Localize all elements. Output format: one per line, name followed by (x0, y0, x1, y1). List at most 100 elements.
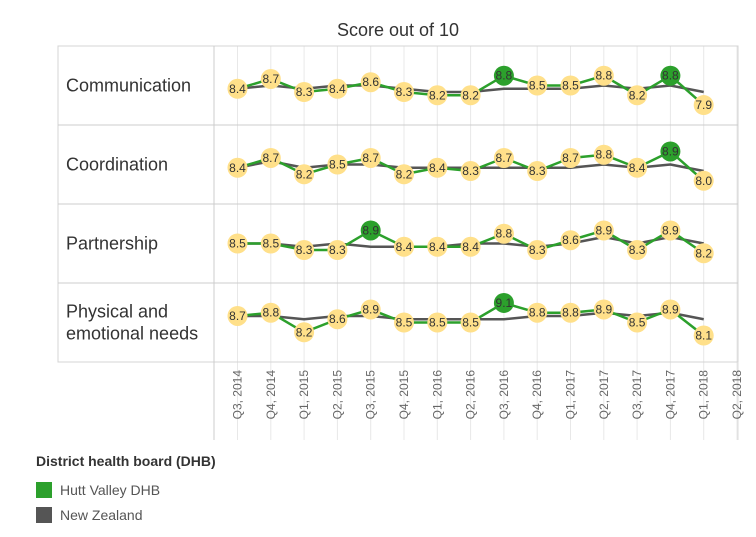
row-label: emotional needs (66, 324, 198, 344)
data-point[interactable] (360, 147, 381, 168)
data-point[interactable] (527, 161, 548, 182)
data-point[interactable] (593, 299, 614, 320)
data-label: 8.2 (296, 167, 313, 181)
data-label: 8.4 (429, 161, 446, 175)
x-tick-label: Q4, 2014 (264, 370, 278, 420)
data-point[interactable] (227, 305, 248, 326)
data-point[interactable] (394, 82, 414, 103)
data-point[interactable] (560, 147, 581, 168)
data-point[interactable] (593, 65, 614, 86)
data-label: 8.5 (462, 316, 479, 330)
data-point[interactable] (693, 243, 714, 264)
data-point[interactable] (460, 85, 481, 106)
data-point[interactable] (560, 75, 581, 96)
data-point[interactable] (627, 157, 648, 178)
row-label: Partnership (66, 234, 158, 254)
data-label: 8.1 (695, 329, 712, 343)
data-point[interactable] (527, 302, 548, 323)
row-label: Physical and (66, 302, 168, 322)
data-point[interactable] (427, 157, 448, 178)
data-point[interactable] (627, 85, 648, 106)
data-point[interactable] (260, 302, 281, 323)
data-label: 8.4 (396, 240, 413, 254)
data-point[interactable] (660, 141, 681, 162)
data-point[interactable] (527, 75, 548, 96)
data-point[interactable] (527, 240, 548, 261)
data-point[interactable] (327, 240, 348, 261)
data-point[interactable] (260, 233, 281, 254)
data-point[interactable] (227, 78, 248, 99)
data-point[interactable] (360, 220, 381, 241)
chart: Score out of 10 Communication Coordinatio… (57, 20, 744, 440)
data-point[interactable] (394, 164, 414, 185)
data-point[interactable] (493, 223, 514, 244)
data-point[interactable] (360, 72, 381, 93)
data-point[interactable] (394, 236, 414, 257)
data-point[interactable] (427, 236, 448, 257)
data-point[interactable] (294, 322, 315, 343)
data-point[interactable] (593, 144, 614, 165)
data-point[interactable] (493, 147, 514, 168)
data-point[interactable] (327, 154, 348, 175)
data-label: 8.5 (562, 79, 579, 93)
row-label: Communication (66, 76, 191, 96)
data-point[interactable] (460, 161, 481, 182)
data-point[interactable] (460, 236, 481, 257)
data-label: 8.5 (262, 237, 279, 251)
data-label: 8.7 (496, 151, 513, 165)
data-point[interactable] (493, 65, 514, 86)
data-point[interactable] (260, 68, 281, 89)
data-label: 8.2 (462, 88, 479, 102)
x-tick-label: Q2, 2018 (730, 370, 744, 420)
data-point[interactable] (660, 299, 681, 320)
data-point[interactable] (560, 230, 581, 251)
data-label: 8.9 (662, 223, 679, 237)
data-point[interactable] (260, 147, 281, 168)
x-tick-label: Q3, 2014 (231, 370, 245, 420)
data-label: 8.8 (595, 69, 612, 83)
data-point[interactable] (360, 299, 381, 320)
data-point[interactable] (693, 325, 714, 346)
data-label: 8.6 (562, 233, 579, 247)
data-label: 8.6 (329, 312, 346, 326)
x-tick-label: Q1, 2018 (697, 370, 711, 420)
legend-label-nz: New Zealand (60, 506, 143, 523)
data-point[interactable] (627, 240, 648, 261)
data-point[interactable] (627, 312, 648, 333)
data-label: 8.8 (496, 69, 513, 83)
legend-item-hutt[interactable]: Hutt Valley DHB (36, 477, 216, 502)
data-point[interactable] (460, 312, 481, 333)
x-tick-label: Q1, 2015 (297, 370, 311, 420)
data-label: 8.7 (229, 309, 246, 323)
data-point[interactable] (427, 312, 448, 333)
data-label: 8.8 (496, 227, 513, 241)
x-tick-label: Q2, 2017 (597, 370, 611, 420)
data-point[interactable] (227, 233, 248, 254)
data-point[interactable] (294, 82, 315, 103)
data-point[interactable] (560, 302, 581, 323)
data-point[interactable] (327, 309, 348, 330)
x-tick-label: Q4, 2017 (663, 370, 677, 420)
legend-item-nz[interactable]: New Zealand (36, 502, 216, 527)
data-label: 8.3 (296, 243, 313, 257)
data-label: 8.2 (396, 167, 413, 181)
data-point[interactable] (294, 240, 315, 261)
data-point[interactable] (394, 312, 414, 333)
data-point[interactable] (660, 220, 681, 241)
data-point[interactable] (327, 78, 348, 99)
data-point[interactable] (427, 85, 448, 106)
data-point[interactable] (693, 95, 714, 116)
data-label: 8.2 (429, 88, 446, 102)
data-point[interactable] (593, 220, 614, 241)
data-point[interactable] (227, 157, 248, 178)
legend-label-hutt: Hutt Valley DHB (60, 481, 161, 498)
data-point[interactable] (493, 292, 514, 313)
data-label: 8.8 (595, 148, 612, 162)
x-tick-label: Q3, 2017 (630, 370, 644, 420)
data-point[interactable] (693, 170, 714, 191)
data-point[interactable] (660, 65, 681, 86)
data-point[interactable] (294, 164, 315, 185)
data-label: 8.4 (629, 161, 646, 175)
x-tick-label: Q3, 2015 (364, 370, 378, 420)
x-tick-label: Q4, 2016 (530, 370, 544, 420)
